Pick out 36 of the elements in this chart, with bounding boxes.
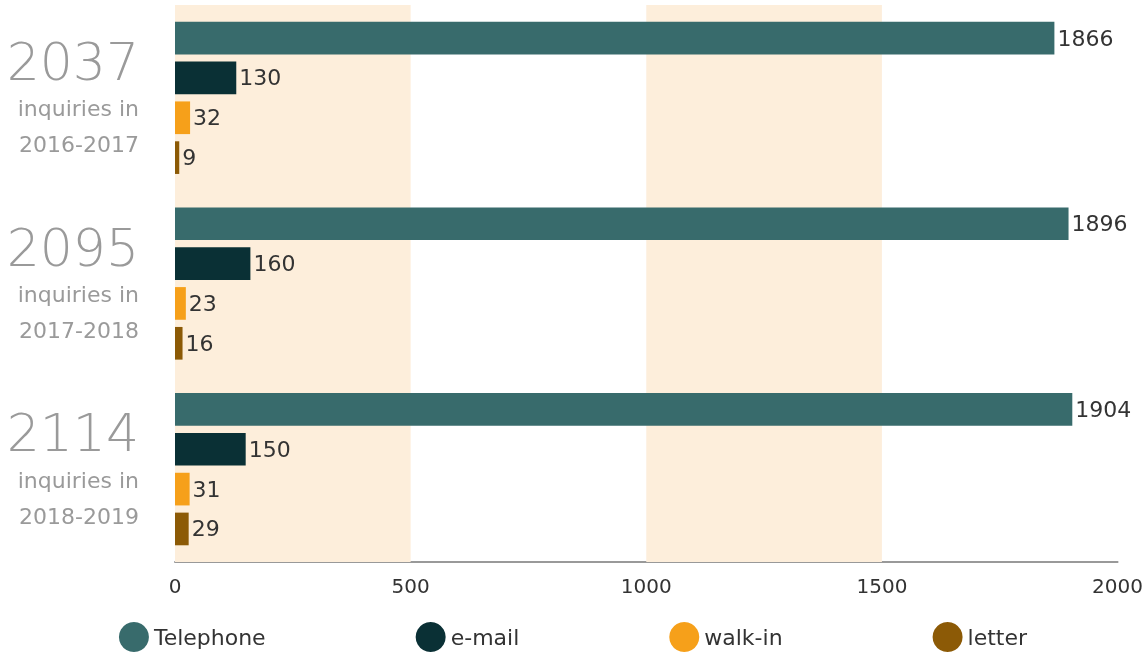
bar [175,393,1073,426]
bar [175,61,237,95]
bar [175,512,189,546]
bar [175,247,251,280]
x-tick-label: 500 [391,574,430,598]
bar [175,432,246,466]
data-label: 130 [239,65,282,91]
data-label: 1896 [1071,211,1128,237]
y-tick-label: 2114 inquiries in 2018-2019 [6,403,139,529]
bar [175,326,183,360]
y-tick-label: 2095 inquiries in 2017-2018 [6,217,139,343]
bar [175,287,186,320]
bar [175,21,1055,55]
data-label: 1866 [1057,25,1114,51]
legend-label: letter [967,624,1029,650]
legend-label: e-mail [450,624,520,650]
legend-label: Telephone [152,624,266,650]
legend-label: walk-in [704,624,783,650]
data-label: 23 [188,290,217,316]
data-label: 16 [185,330,214,356]
x-tick-label: 1500 [856,574,908,598]
y-tick-label: 2037 inquiries in 2016-2017 [6,31,139,158]
data-label: 9 [182,145,197,171]
x-tick-label: 1000 [620,574,672,598]
data-label: 32 [193,105,222,131]
data-label: 1904 [1075,396,1132,422]
data-label: 160 [253,251,296,277]
data-label: 150 [248,436,291,462]
data-label: 29 [191,516,220,542]
bar [175,101,191,135]
data-label: 31 [192,476,221,502]
bar [175,472,190,506]
x-tick-label: 2000 [1092,574,1143,598]
bar [175,141,180,174]
bar [175,207,1069,241]
x-tick-label: 0 [168,574,182,598]
